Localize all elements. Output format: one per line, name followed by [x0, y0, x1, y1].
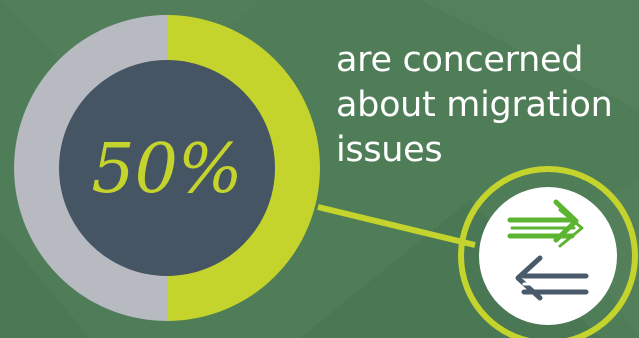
- caption: are concerned about migration issues: [336, 38, 636, 173]
- caption-line-1: are concerned: [336, 40, 584, 80]
- arrow-left-icon: [515, 255, 589, 301]
- caption-line-3: issues: [336, 130, 443, 170]
- donut-center: [59, 60, 275, 276]
- arrow-right-icon: [507, 199, 584, 248]
- caption-line-2: about migration: [336, 85, 613, 125]
- connector-line: [317, 204, 476, 248]
- swap-arrows-icon: [458, 166, 638, 338]
- center-percentage-label: 50%: [91, 130, 242, 209]
